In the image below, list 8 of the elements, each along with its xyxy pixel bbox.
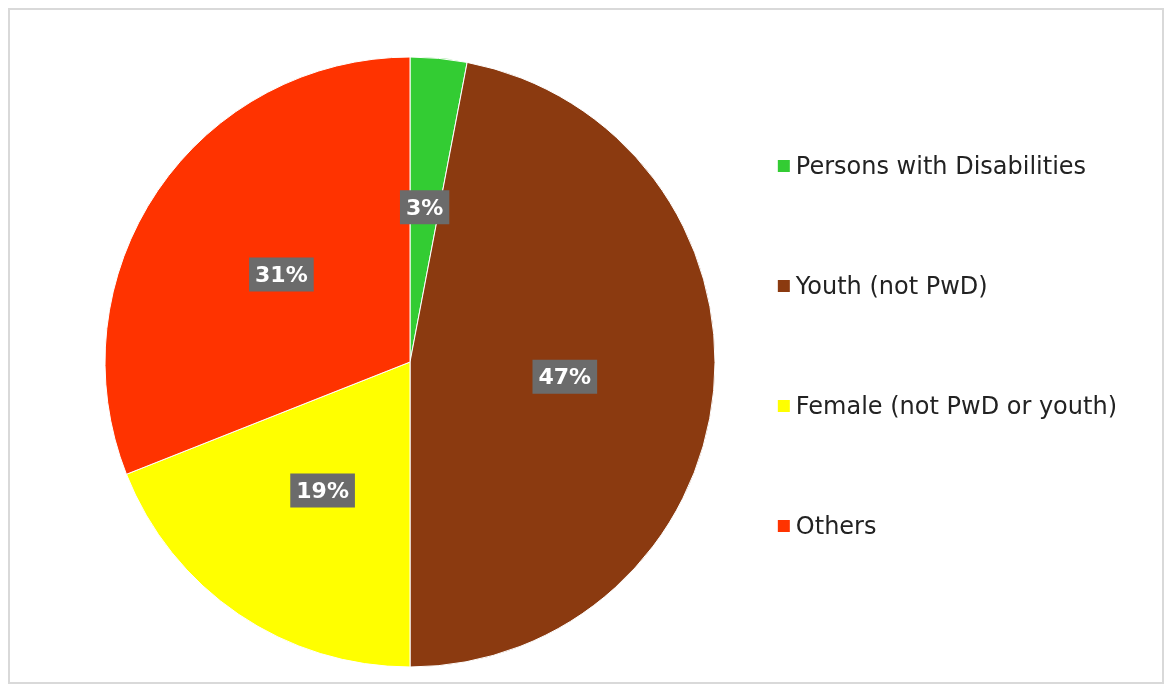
data-label: 47% [538, 364, 592, 390]
legend-label: Persons with Disabilities [795, 152, 1087, 180]
data-label: 31% [255, 262, 308, 288]
data-label: 3% [405, 194, 444, 220]
legend-label: Others [795, 512, 877, 540]
legend-label: Female (not PwD or youth) [795, 392, 1118, 420]
data-label: 19% [296, 478, 349, 504]
legend-label: Youth (not PwD) [794, 272, 988, 300]
